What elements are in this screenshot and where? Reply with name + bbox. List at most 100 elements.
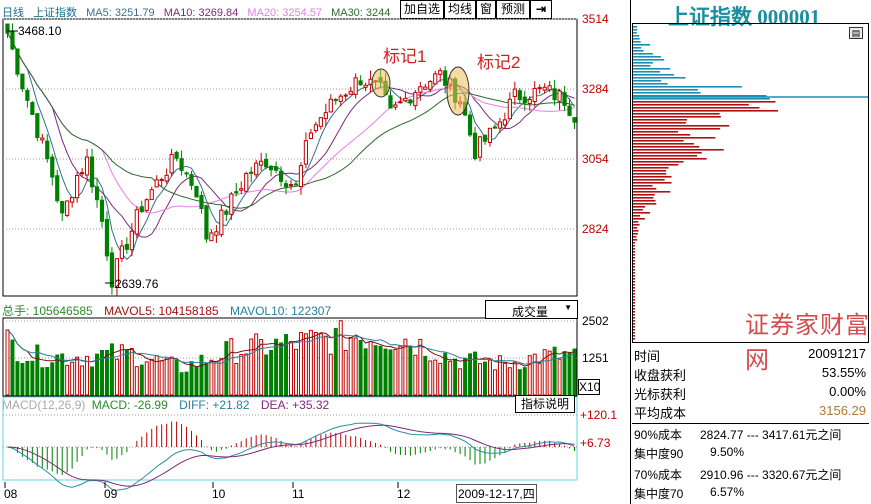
volume-bar — [239, 353, 244, 396]
conc70-value: 6.57% — [710, 485, 745, 499]
chip-bar — [633, 128, 721, 130]
candle — [234, 191, 239, 194]
volume-bar — [194, 366, 199, 396]
volume-bar — [75, 356, 80, 396]
candle — [224, 210, 229, 215]
candle — [94, 186, 100, 201]
candle — [60, 201, 65, 214]
candle — [179, 158, 184, 171]
cursor-date: 2009-12-17,四 — [456, 484, 537, 503]
candle — [572, 117, 577, 123]
volume-bar — [274, 338, 279, 396]
dea-value: DEA: +35.32 — [260, 398, 330, 412]
price-tick: 3284 — [582, 82, 609, 96]
volume-bar — [189, 361, 194, 396]
candle — [104, 219, 110, 257]
chip-bar — [633, 275, 635, 277]
volume-bar — [264, 354, 269, 396]
chip-bar — [633, 161, 684, 163]
chip-bar — [633, 41, 641, 43]
volume-bar — [144, 361, 149, 396]
ma10-value: MA10: 3269.84 — [163, 7, 239, 19]
volume-unit: X10 — [578, 379, 601, 395]
candle — [214, 231, 219, 236]
info-label: 平均成本 — [634, 406, 687, 421]
candle — [264, 158, 269, 168]
chip-bar — [633, 251, 635, 253]
volume-bar — [164, 358, 169, 396]
chip-bar — [633, 218, 645, 220]
price-tick: 2824 — [582, 222, 609, 236]
chip-bar — [633, 290, 635, 292]
month-label: 10 — [212, 487, 226, 501]
candle — [139, 206, 144, 213]
macd-tick: +120.1 — [580, 408, 618, 422]
chip-bar — [633, 299, 635, 301]
candle — [477, 136, 483, 158]
candle — [35, 113, 40, 138]
chip-bar — [633, 230, 639, 232]
candle — [293, 183, 299, 186]
chip-bar — [633, 263, 635, 265]
chip-bar — [633, 86, 742, 88]
volume-bar — [134, 366, 139, 396]
macd-tick: +6.73 — [580, 436, 611, 450]
panel-title: 上证指数 000001 — [668, 5, 821, 29]
candle — [55, 175, 60, 202]
chip-bar — [633, 191, 671, 193]
diff-value: DIFF: +21.82 — [179, 398, 250, 412]
chart-canvas[interactable] — [0, 0, 630, 504]
chip-bar — [633, 332, 635, 334]
candle — [244, 173, 249, 192]
chip-bar — [633, 227, 638, 229]
chip-bar — [633, 182, 672, 184]
volume-bar — [458, 368, 463, 396]
volume-bar — [497, 355, 502, 396]
candle — [10, 30, 15, 50]
candle — [129, 230, 134, 251]
chip-bar — [633, 44, 651, 46]
chip-bar — [633, 215, 641, 217]
volume-bar — [448, 360, 453, 396]
chip-bar — [633, 38, 640, 40]
notepad-icon[interactable]: ▤ — [849, 27, 863, 39]
ma-button[interactable]: 均线 — [444, 0, 476, 19]
volume-tick: 1251 — [582, 351, 609, 365]
volume-bar — [502, 362, 507, 396]
volume-bar — [463, 357, 468, 396]
candle — [124, 243, 129, 250]
volume-bar — [244, 353, 249, 396]
month-label: 11 — [292, 487, 305, 501]
volume-bar — [542, 349, 547, 396]
chip-bar — [633, 170, 667, 172]
candle — [472, 132, 478, 160]
volume-bar — [507, 367, 512, 396]
candle — [169, 153, 174, 174]
candle — [89, 156, 95, 188]
chip-bar — [633, 278, 635, 280]
cost90-range: 2824.77 --- 3417.61元之间 — [700, 428, 842, 442]
chip-bar — [633, 239, 638, 241]
chip-bar — [633, 293, 635, 295]
volume-bar — [60, 353, 65, 396]
volume-bar — [567, 352, 572, 396]
volume-bar — [204, 362, 209, 396]
volume-bar — [398, 345, 403, 396]
candle — [174, 151, 179, 159]
candle — [502, 119, 507, 126]
candle — [5, 23, 10, 34]
volume-bar — [199, 354, 204, 396]
candle — [343, 94, 348, 97]
info-row-close-profit: 收盘获利 53.55% — [634, 365, 866, 384]
chip-bar — [633, 287, 635, 289]
conc90-label: 集中度90 — [634, 447, 684, 461]
indicator-help-button[interactable]: 指标说明 — [515, 395, 575, 413]
total-volume: 总手: 105646585 — [2, 304, 93, 318]
volume-bar — [10, 339, 15, 396]
volume-bar — [383, 348, 388, 396]
chip-bar — [633, 125, 730, 127]
candle — [497, 121, 503, 129]
indicator-selector[interactable]: 成交量 ▼ — [485, 300, 578, 319]
month-label: 08 — [4, 487, 18, 501]
candle — [15, 48, 20, 75]
